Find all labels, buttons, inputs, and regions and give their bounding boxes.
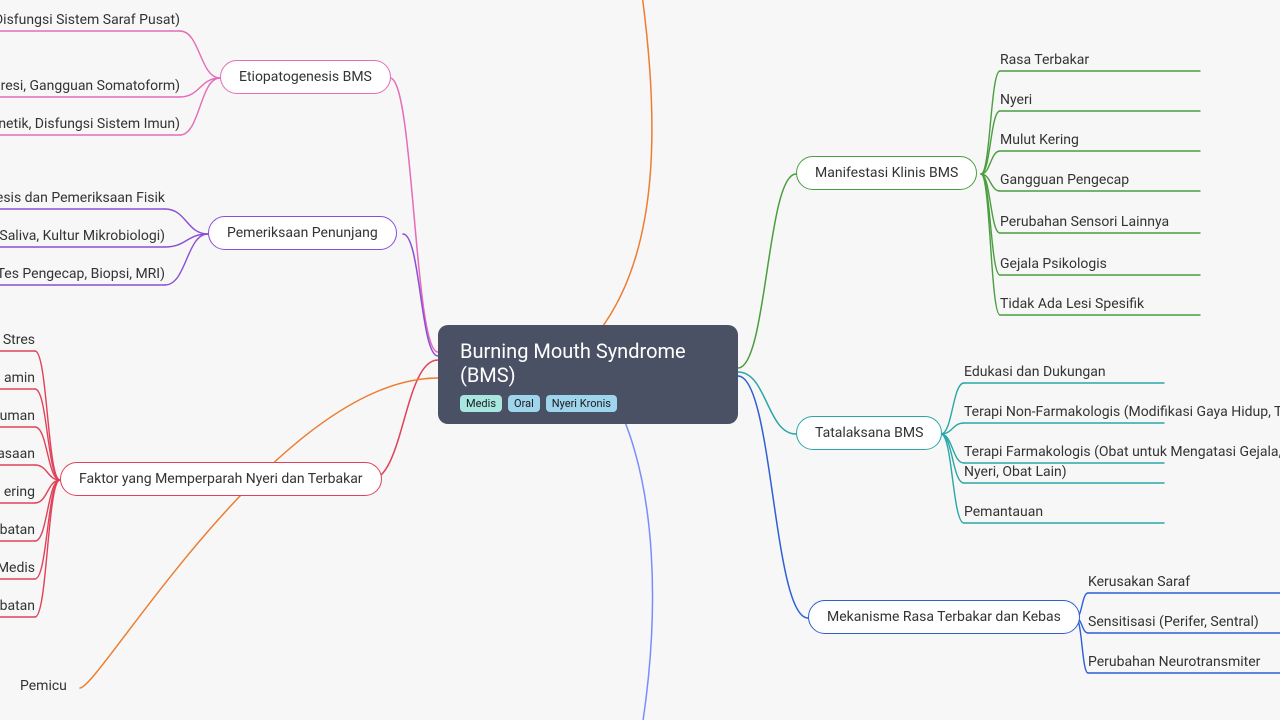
branch-label: Mekanisme Rasa Terbakar dan Kebas bbox=[827, 609, 1061, 625]
leaf[interactable]: Mulut Kering bbox=[1000, 132, 1079, 148]
leaf[interactable]: presi, Gangguan Somatoform) bbox=[0, 78, 180, 94]
branch-label: Tatalaksana BMS bbox=[815, 425, 923, 441]
leaf[interactable]: uman bbox=[0, 408, 35, 424]
leaf[interactable]: asaan bbox=[0, 446, 35, 462]
branch-label: Etiopatogenesis BMS bbox=[239, 69, 372, 85]
leaf[interactable]: enetik, Disfungsi Sistem Imun) bbox=[0, 116, 180, 132]
branch-node-etio[interactable]: Etiopatogenesis BMS bbox=[220, 60, 391, 94]
branch-node-pemeriksaan[interactable]: Pemeriksaan Penunjang bbox=[208, 216, 397, 250]
branch-node-manifestasi[interactable]: Manifestasi Klinis BMS bbox=[796, 156, 977, 190]
leaf[interactable]: Terapi Farmakologis (Obat untuk Mengatas… bbox=[964, 444, 1280, 460]
leaf[interactable]: Sensitisasi (Perifer, Sentral) bbox=[1088, 614, 1259, 630]
leaf[interactable]: Gangguan Pengecap bbox=[1000, 172, 1129, 188]
leaf[interactable]: Gejala Psikologis bbox=[1000, 256, 1107, 272]
leaf[interactable]: batan bbox=[0, 522, 35, 538]
leaf[interactable]: Terapi Non-Farmakologis (Modifikasi Gaya… bbox=[964, 404, 1280, 420]
leaf[interactable]: Medis bbox=[0, 560, 35, 576]
leaf[interactable]: esis dan Pemeriksaan Fisik bbox=[0, 190, 165, 206]
tag[interactable]: Oral bbox=[508, 395, 540, 412]
leaf[interactable]: Stres bbox=[0, 332, 35, 348]
leaf[interactable]: Saliva, Kultur Mikrobiologi) bbox=[0, 228, 165, 244]
leaf[interactable]: Perubahan Sensori Lainnya bbox=[1000, 214, 1169, 230]
leaf[interactable]: Nyeri bbox=[1000, 92, 1032, 108]
tag[interactable]: Nyeri Kronis bbox=[546, 395, 617, 412]
branch-node-faktor[interactable]: Faktor yang Memperparah Nyeri dan Terbak… bbox=[60, 462, 382, 496]
branch-label: Faktor yang Memperparah Nyeri dan Terbak… bbox=[79, 471, 363, 487]
leaf[interactable]: Tes Pengecap, Biopsi, MRI) bbox=[0, 266, 165, 282]
leaf[interactable]: Edukasi dan Dukungan bbox=[964, 364, 1106, 380]
leaf[interactable]: ering bbox=[0, 484, 35, 500]
leaf[interactable]: Pemantauan bbox=[964, 504, 1043, 520]
tag[interactable]: Medis bbox=[460, 395, 502, 412]
leaf[interactable]: amin bbox=[0, 370, 35, 386]
branch-node-mekanisme[interactable]: Mekanisme Rasa Terbakar dan Kebas bbox=[808, 600, 1080, 634]
leaf[interactable]: , Disfungsi Sistem Saraf Pusat) bbox=[0, 12, 180, 28]
leaf[interactable]: batan bbox=[0, 598, 35, 614]
central-title: Burning Mouth Syndrome (BMS) bbox=[460, 339, 716, 387]
central-tags: Medis Oral Nyeri Kronis bbox=[460, 395, 716, 412]
branch-label: Pemeriksaan Penunjang bbox=[227, 225, 378, 241]
leaf[interactable]: Rasa Terbakar bbox=[1000, 52, 1089, 68]
central-node[interactable]: Burning Mouth Syndrome (BMS) Medis Oral Nye… bbox=[438, 325, 738, 424]
leaf[interactable]: Tidak Ada Lesi Spesifik bbox=[1000, 296, 1144, 312]
branch-plain-pemicu[interactable]: Pemicu bbox=[20, 678, 67, 694]
branch-label: Manifestasi Klinis BMS bbox=[815, 165, 958, 181]
leaf[interactable]: Nyeri, Obat Lain) bbox=[964, 464, 1067, 480]
leaf[interactable]: Perubahan Neurotransmiter bbox=[1088, 654, 1260, 670]
leaf[interactable]: Kerusakan Saraf bbox=[1088, 574, 1190, 590]
branch-node-tatalaksana[interactable]: Tatalaksana BMS bbox=[796, 416, 942, 450]
